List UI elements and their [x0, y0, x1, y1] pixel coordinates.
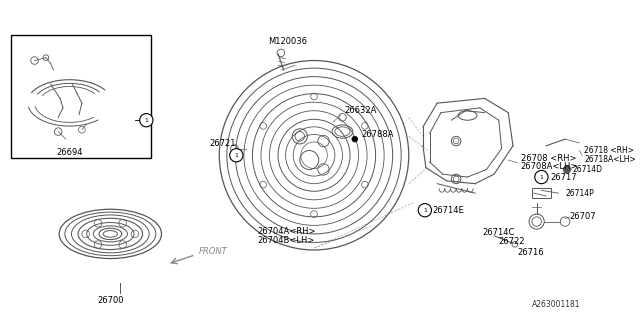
Text: 26694: 26694: [56, 148, 83, 157]
Circle shape: [535, 171, 548, 184]
Text: 26722: 26722: [499, 237, 525, 246]
Text: 26788A: 26788A: [362, 130, 394, 139]
Text: 26708A<LH>: 26708A<LH>: [520, 162, 578, 171]
Text: 26700: 26700: [97, 296, 124, 305]
Bar: [11, 35, 151, 158]
Text: 26717: 26717: [551, 172, 577, 181]
Text: M120036: M120036: [269, 37, 308, 46]
Text: 26707: 26707: [570, 212, 596, 221]
Text: 26718 <RH>: 26718 <RH>: [584, 146, 634, 155]
Circle shape: [563, 166, 571, 173]
Circle shape: [352, 136, 358, 142]
Text: A263001181: A263001181: [532, 300, 580, 308]
Text: 1: 1: [540, 174, 543, 180]
Bar: [532, 188, 551, 198]
Text: 1: 1: [423, 208, 427, 213]
Text: 26704B<LH>: 26704B<LH>: [257, 236, 314, 245]
Text: 1: 1: [145, 118, 148, 123]
Text: FRONT: FRONT: [198, 247, 227, 256]
Text: 26714C: 26714C: [483, 228, 515, 236]
Text: 26716: 26716: [518, 248, 545, 257]
Text: 26714E: 26714E: [433, 206, 464, 215]
Text: 26714D: 26714D: [573, 165, 603, 174]
Text: 26632A: 26632A: [344, 106, 377, 115]
Text: 26708 <RH>: 26708 <RH>: [520, 154, 576, 163]
Text: 26704A<RH>: 26704A<RH>: [257, 227, 316, 236]
Circle shape: [230, 148, 243, 162]
Circle shape: [140, 114, 153, 127]
Circle shape: [418, 204, 431, 217]
Text: 26721: 26721: [210, 140, 236, 148]
Text: 26714P: 26714P: [565, 189, 594, 198]
Text: 1: 1: [234, 153, 238, 158]
Text: 26718A<LH>: 26718A<LH>: [584, 155, 636, 164]
